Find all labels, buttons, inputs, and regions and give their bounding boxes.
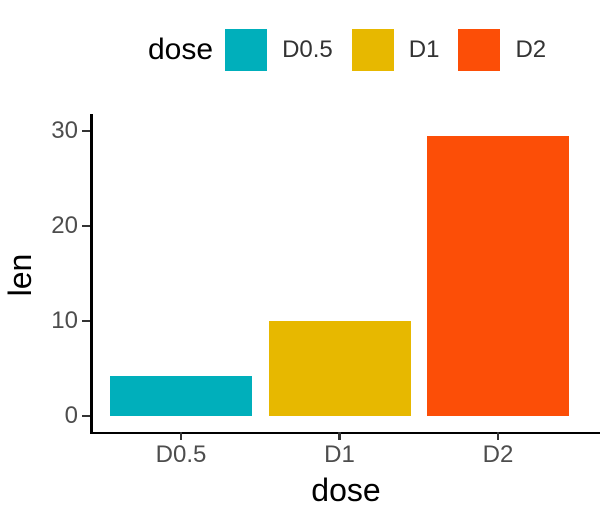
bar-D0.5 bbox=[110, 376, 252, 416]
x-axis-tick bbox=[179, 432, 183, 440]
y-axis-tick bbox=[82, 319, 90, 323]
x-axis-tick-label: D0.5 bbox=[155, 441, 207, 468]
y-axis-tick-label: 0 bbox=[64, 402, 78, 429]
y-axis-tick bbox=[82, 414, 90, 418]
x-axis-line bbox=[90, 431, 600, 434]
y-axis-tick-label: 30 bbox=[51, 117, 78, 144]
y-axis-tick bbox=[82, 224, 90, 228]
legend-title: dose bbox=[148, 33, 214, 66]
y-axis-tick-label: 20 bbox=[51, 212, 78, 239]
legend-entry-D2: D2 bbox=[458, 29, 546, 71]
legend-label: D0.5 bbox=[282, 36, 333, 63]
legend-entries: D0.5 D1 D2 bbox=[225, 29, 546, 71]
legend-swatch-D2 bbox=[458, 29, 501, 71]
y-axis-line bbox=[90, 114, 93, 434]
y-axis-tick-label: 10 bbox=[51, 307, 78, 334]
legend-label: D2 bbox=[515, 36, 547, 63]
x-axis-tick bbox=[338, 432, 341, 440]
x-axis-tick-label: D1 bbox=[324, 441, 355, 468]
x-axis-tick-label: D2 bbox=[482, 441, 514, 468]
legend-swatch-D0.5 bbox=[225, 29, 268, 71]
x-axis-tick bbox=[496, 432, 500, 440]
legend-swatch-D1 bbox=[351, 29, 394, 71]
legend-entry-D0.5: D0.5 bbox=[225, 29, 333, 71]
bar-D2 bbox=[427, 136, 569, 416]
y-axis-tick bbox=[82, 129, 90, 133]
x-axis-title: dose bbox=[311, 472, 381, 508]
bar-D1 bbox=[268, 321, 411, 416]
legend-label: D1 bbox=[408, 36, 440, 63]
legend-entry-D1: D1 bbox=[351, 29, 440, 71]
legend: dose D0.5 D1 D2 bbox=[148, 29, 546, 71]
